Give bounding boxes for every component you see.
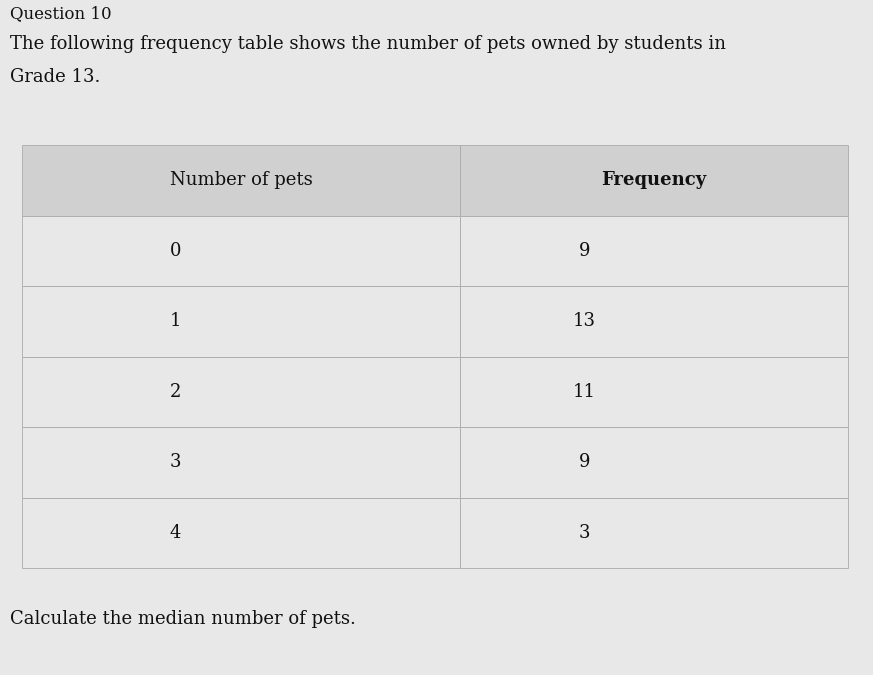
Bar — [460, 356, 848, 427]
Text: The following frequency table shows the number of pets owned by students in: The following frequency table shows the … — [10, 35, 726, 53]
Bar — [22, 497, 460, 568]
Text: Number of pets: Number of pets — [169, 171, 313, 189]
Bar — [22, 356, 460, 427]
Text: Frequency: Frequency — [601, 171, 706, 189]
Text: 2: 2 — [169, 383, 181, 401]
Text: Question 10: Question 10 — [10, 5, 112, 22]
Bar — [460, 427, 848, 497]
Text: 13: 13 — [573, 313, 595, 330]
Bar — [22, 427, 460, 497]
Text: 4: 4 — [169, 524, 181, 542]
Bar — [460, 286, 848, 356]
Text: Grade 13.: Grade 13. — [10, 68, 100, 86]
Text: 0: 0 — [169, 242, 181, 260]
Text: 3: 3 — [169, 453, 181, 471]
Bar — [22, 145, 460, 215]
Bar — [460, 497, 848, 568]
Text: 9: 9 — [579, 242, 590, 260]
Bar — [460, 215, 848, 286]
Text: Calculate the median number of pets.: Calculate the median number of pets. — [10, 610, 356, 628]
Text: 3: 3 — [579, 524, 590, 542]
Text: 9: 9 — [579, 453, 590, 471]
Bar — [22, 286, 460, 356]
Text: 11: 11 — [573, 383, 595, 401]
Text: 1: 1 — [169, 313, 181, 330]
Bar — [22, 215, 460, 286]
Bar — [460, 145, 848, 215]
